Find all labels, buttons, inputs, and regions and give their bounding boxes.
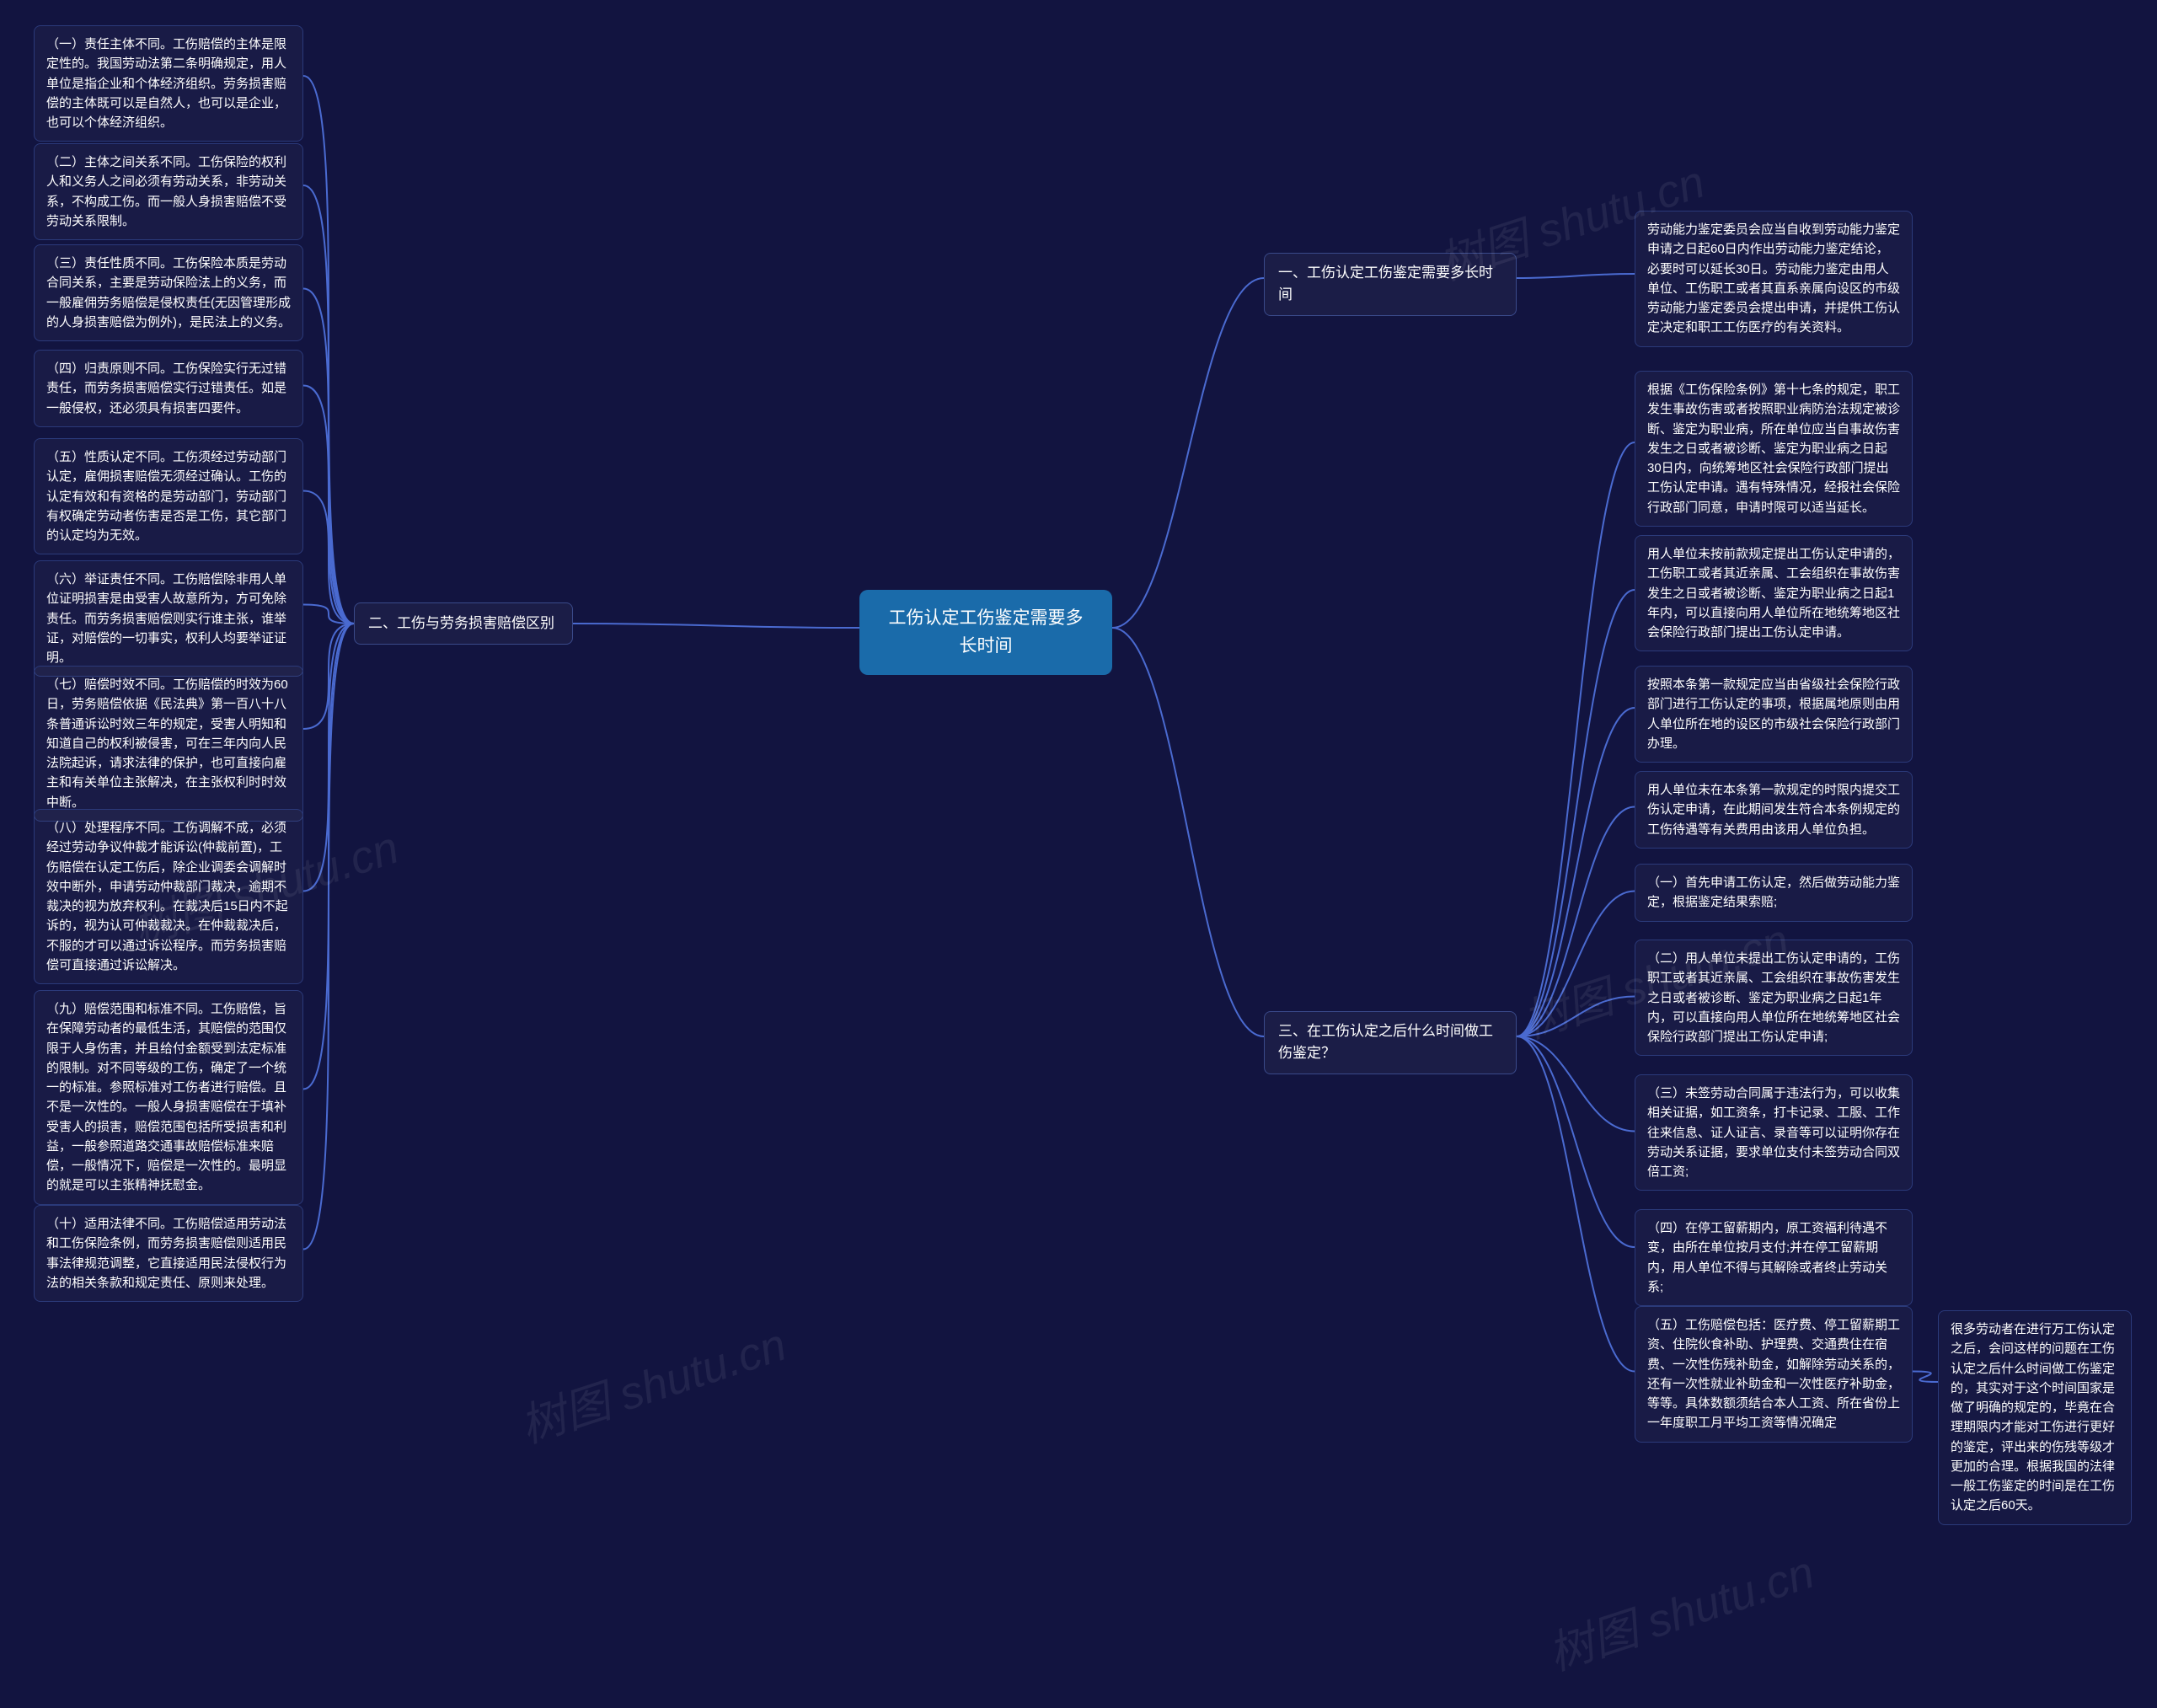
leaf-b3-0[interactable]: 根据《工伤保险条例》第十七条的规定，职工发生事故伤害或者按照职业病防治法规定被诊… [1635,371,1913,527]
watermark: 树图 shutu.cn [1539,1534,1822,1683]
leaf-b2-5[interactable]: （六）举证责任不同。工伤赔偿除非用人单位证明损害是由受害人故意所为，方可免除责任… [34,560,303,677]
leaf-b1-0[interactable]: 劳动能力鉴定委员会应当自收到劳动能力鉴定申请之日起60日内作出劳动能力鉴定结论，… [1635,211,1913,347]
leaf-b2-6[interactable]: （七）赔偿时效不同。工伤赔偿的时效为60日，劳务赔偿依据《民法典》第一百八十八条… [34,666,303,822]
branch-b3[interactable]: 三、在工伤认定之后什么时间做工伤鉴定？ [1264,1011,1517,1074]
center-node[interactable]: 工伤认定工伤鉴定需要多长时间 [859,590,1112,675]
leaf-b3-7[interactable]: （四）在停工留薪期内，原工资福利待遇不变，由所在单位按月支付;并在停工留薪期内，… [1635,1209,1913,1306]
leaf-b2-0[interactable]: （一）责任主体不同。工伤赔偿的主体是限定性的。我国劳动法第二条明确规定，用人单位… [34,25,303,142]
leaf-b3-3[interactable]: 用人单位未在本条第一款规定的时限内提交工伤认定申请，在此期间发生符合本条例规定的… [1635,771,1913,849]
leaf-b3-8-tail[interactable]: 很多劳动者在进行万工伤认定之后，会问这样的问题在工伤认定之后什么时间做工伤鉴定的… [1938,1310,2132,1525]
mindmap-stage: 工伤认定工伤鉴定需要多长时间 二、工伤与劳务损害赔偿区别 （一）责任主体不同。工伤赔… [0,0,2157,1708]
leaf-b2-1[interactable]: （二）主体之间关系不同。工伤保险的权利人和义务人之间必须有劳动关系，非劳动关系，… [34,143,303,240]
leaf-b2-8[interactable]: （九）赔偿范围和标准不同。工伤赔偿，旨在保障劳动者的最低生活，其赔偿的范围仅限于… [34,990,303,1205]
leaf-b2-3[interactable]: （四）归责原则不同。工伤保险实行无过错责任，而劳务损害赔偿实行过错责任。如是一般… [34,350,303,427]
leaf-b3-8[interactable]: （五）工伤赔偿包括：医疗费、停工留薪期工资、住院伙食补助、护理费、交通费住在宿费… [1635,1306,1913,1443]
watermark: 树图 shutu.cn [511,1307,794,1455]
leaf-b3-6[interactable]: （三）未签劳动合同属于违法行为，可以收集相关证据，如工资条，打卡记录、工服、工作… [1635,1074,1913,1191]
leaf-b2-9[interactable]: （十）适用法律不同。工伤赔偿适用劳动法和工伤保险条例，而劳务损害赔偿则适用民事法… [34,1205,303,1302]
branch-b2[interactable]: 二、工伤与劳务损害赔偿区别 [354,602,573,645]
leaf-b3-2[interactable]: 按照本条第一款规定应当由省级社会保险行政部门进行工伤认定的事项，根据属地原则由用… [1635,666,1913,763]
leaf-b2-4[interactable]: （五）性质认定不同。工伤须经过劳动部门认定，雇佣损害赔偿无须经过确认。工伤的认定… [34,438,303,554]
leaf-b2-2[interactable]: （三）责任性质不同。工伤保险本质是劳动合同关系，主要是劳动保险法上的义务，而一般… [34,244,303,341]
leaf-b3-1[interactable]: 用人单位未按前款规定提出工伤认定申请的，工伤职工或者其近亲属、工会组织在事故伤害… [1635,535,1913,651]
